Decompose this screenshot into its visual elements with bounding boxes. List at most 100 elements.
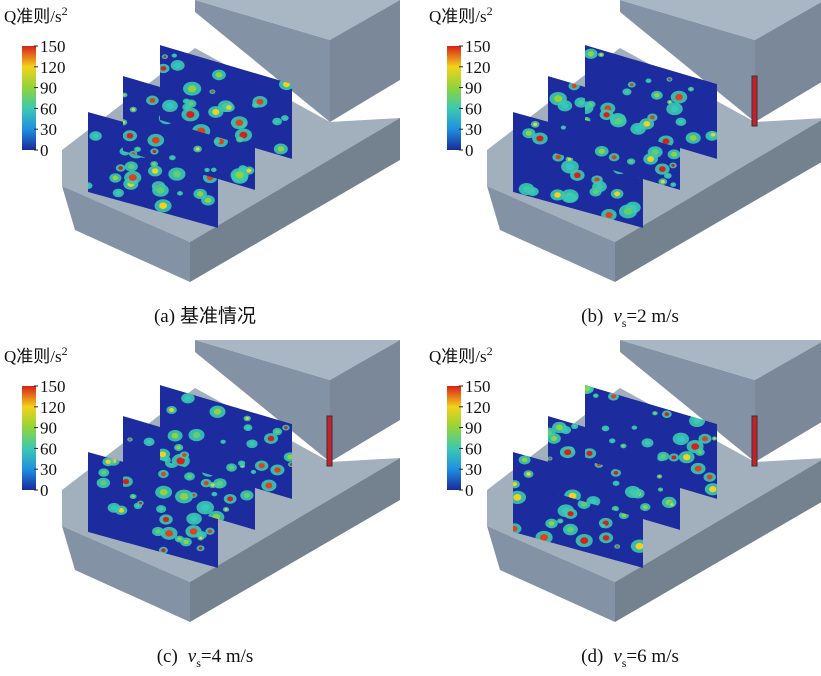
colorbar-tick-label: 150	[40, 377, 66, 396]
colorbar-tick-label: 120	[465, 58, 491, 77]
colorbar-tick-label: 150	[465, 377, 491, 396]
vortex-core	[669, 101, 672, 103]
vortex-core	[590, 499, 596, 504]
vortex-core	[588, 51, 594, 56]
figure: Q准则/s20306090120150(a)基准情况Q准则/s203060901…	[0, 0, 821, 676]
vortex-core	[604, 427, 608, 430]
vortex-core	[671, 455, 676, 459]
vortex-core	[235, 119, 243, 125]
vortex-core	[671, 164, 674, 167]
vortex-core	[635, 126, 642, 132]
vortex-core	[702, 436, 708, 441]
vortex-core	[581, 502, 587, 507]
vortex-core	[658, 475, 661, 477]
vortex-core	[574, 172, 581, 178]
caption: (d)vs=6 m/s	[581, 646, 679, 670]
vortex-core	[182, 453, 186, 457]
vortex-core	[584, 386, 590, 391]
vortex-core	[672, 183, 675, 185]
vortex-core	[630, 83, 634, 86]
vortex-core	[595, 395, 598, 397]
vortex-core	[636, 543, 644, 550]
vortex-core	[246, 426, 250, 429]
vortex-core	[213, 493, 216, 495]
vortex-core	[567, 527, 574, 533]
colorbar-title: Q准则/s2	[429, 344, 493, 366]
vortex-core	[157, 187, 165, 193]
vortex-core	[155, 529, 161, 534]
vortex-core	[187, 474, 192, 478]
vortex-core	[246, 417, 249, 420]
vortex-core	[208, 529, 212, 533]
colorbar-title-sup: 2	[487, 4, 493, 18]
vortex-core	[172, 433, 179, 439]
vortex-core	[567, 511, 573, 516]
vortex-core	[572, 84, 577, 88]
caption-text: =2 m/s	[626, 306, 678, 327]
vortex-core	[690, 88, 693, 90]
colorbar-tick-label: 30	[40, 460, 57, 479]
colorbar-tick-label: 120	[465, 398, 491, 417]
vortex-core	[118, 166, 123, 170]
vortex-core	[564, 449, 571, 455]
caption-label: (c)	[157, 646, 178, 667]
colorbar-tick-label: 30	[40, 120, 57, 139]
vortex-core	[707, 475, 713, 480]
vortex-core	[670, 503, 673, 506]
vortex-core	[206, 169, 209, 171]
colorbar-title-sup: 2	[62, 4, 68, 18]
vortex-core	[111, 505, 117, 510]
vortex-core	[659, 489, 661, 491]
caption: (a)基准情况	[154, 305, 256, 327]
vortex-core	[713, 437, 715, 439]
jet-slot	[752, 76, 757, 126]
vortex-core	[211, 91, 214, 93]
vortex-core	[265, 483, 272, 489]
colorbar-tick-label: 90	[40, 79, 57, 98]
colorbar-tick-label: 120	[40, 58, 66, 77]
vortex-core	[129, 174, 137, 181]
caption-label: (d)	[581, 646, 603, 667]
vortex-core	[161, 472, 166, 476]
vortex-core	[568, 195, 574, 200]
vortex-core	[665, 412, 670, 416]
colorbar-title: Q准则/s2	[4, 344, 68, 366]
vortex-core	[212, 169, 215, 171]
vortex-core	[189, 102, 194, 106]
vortex-core	[554, 192, 561, 198]
vortex-core	[256, 99, 263, 105]
vortex-core	[159, 451, 166, 457]
vortex-core	[695, 466, 702, 472]
vortex-core	[612, 155, 617, 159]
vortex-core	[152, 163, 156, 166]
vortex-core	[259, 463, 265, 468]
vortex-core	[615, 118, 623, 124]
vortex-core	[129, 438, 132, 440]
vortex-core	[513, 494, 521, 501]
vortex-core	[559, 520, 562, 522]
vortex-core	[556, 425, 563, 431]
vortex-core	[629, 160, 633, 163]
vortex-core	[711, 133, 715, 136]
vortex-core	[163, 55, 166, 57]
vortex-core	[698, 450, 702, 454]
vortex-core	[212, 109, 219, 115]
vortex-core	[216, 72, 222, 77]
vortex-core	[566, 163, 574, 170]
colorbar-tick-label: 90	[40, 419, 57, 438]
colorbar-tick-label: 60	[40, 439, 57, 458]
vortex-core	[222, 441, 224, 443]
vortex-core	[188, 85, 196, 92]
vortex-core	[580, 537, 588, 544]
vortex-core	[177, 446, 181, 450]
vortex-core	[123, 94, 126, 96]
vortex-core	[169, 408, 174, 412]
vortex-core	[622, 445, 625, 447]
vortex-core	[690, 135, 697, 141]
vortex-core	[150, 98, 156, 103]
vortex-core	[193, 432, 200, 438]
vortex-core	[671, 106, 679, 112]
vortex-core	[536, 136, 543, 142]
vortex-core	[677, 436, 685, 442]
